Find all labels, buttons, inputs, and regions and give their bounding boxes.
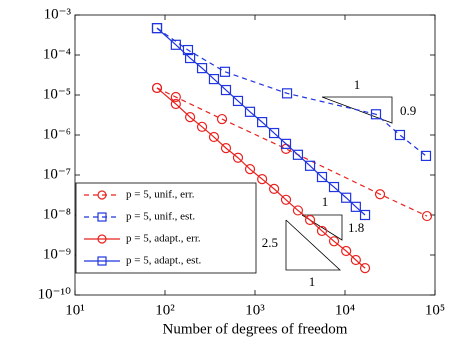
marker bbox=[244, 106, 256, 117]
annotation: 1.8 bbox=[348, 220, 364, 235]
marker bbox=[232, 152, 244, 163]
legend: p = 5, unif., err. p = 5, unif., est. p = … bbox=[75, 182, 257, 274]
marker bbox=[220, 84, 232, 96]
y-tick-label: 10⁻⁹ bbox=[43, 246, 71, 262]
marker bbox=[170, 98, 181, 110]
marker bbox=[219, 66, 231, 77]
y-tick-label: 10⁻⁵ bbox=[43, 86, 71, 102]
marker bbox=[220, 143, 232, 154]
marker bbox=[184, 52, 196, 64]
marker bbox=[182, 44, 194, 56]
marker bbox=[328, 181, 340, 193]
marker bbox=[151, 82, 163, 94]
x-tick-label: 10⁵ bbox=[425, 302, 445, 318]
x-tick-label: 10⁴ bbox=[335, 302, 355, 318]
y-tick-label: 10⁻⁷ bbox=[43, 166, 71, 182]
x-tick-label: 10³ bbox=[245, 302, 265, 318]
marker bbox=[374, 189, 386, 200]
marker bbox=[394, 129, 406, 141]
legend-label: p = 5, unif., err. bbox=[126, 189, 195, 201]
slope-triangle bbox=[285, 219, 342, 271]
marker bbox=[208, 131, 220, 143]
marker bbox=[170, 91, 181, 103]
marker bbox=[281, 88, 293, 99]
annotation: 0.9 bbox=[400, 103, 416, 118]
marker bbox=[350, 254, 361, 266]
annotation: 1 bbox=[354, 77, 361, 92]
marker bbox=[208, 73, 220, 85]
series-line bbox=[156, 27, 366, 216]
marker bbox=[292, 149, 304, 160]
marker bbox=[316, 171, 328, 183]
marker bbox=[184, 112, 196, 123]
marker bbox=[328, 236, 340, 247]
marker bbox=[341, 192, 352, 203]
marker bbox=[359, 209, 371, 221]
marker bbox=[304, 214, 316, 226]
marker bbox=[257, 173, 268, 185]
y-tick-label: 10⁻⁶ bbox=[43, 126, 71, 142]
marker bbox=[370, 109, 382, 120]
marker bbox=[97, 256, 107, 266]
marker bbox=[244, 164, 256, 175]
annotation: 2.5 bbox=[262, 235, 278, 250]
series-line bbox=[156, 87, 366, 269]
marker bbox=[97, 212, 107, 222]
marker bbox=[280, 138, 292, 149]
marker bbox=[280, 194, 292, 205]
y-tick-label: 10⁻¹⁰ bbox=[38, 286, 71, 302]
marker bbox=[359, 263, 371, 274]
series-line bbox=[156, 27, 427, 157]
marker bbox=[97, 234, 107, 244]
marker bbox=[268, 183, 280, 194]
marker bbox=[170, 39, 181, 50]
marker bbox=[341, 245, 352, 257]
marker bbox=[304, 160, 316, 171]
legend-label: p = 5, adapt., err. bbox=[126, 233, 201, 245]
legend-label: p = 5, adapt., est. bbox=[126, 255, 201, 267]
legend-label: p = 5, unif., est. bbox=[126, 211, 195, 223]
y-tick-label: 10⁻⁴ bbox=[43, 46, 71, 62]
x-tick-label: 10¹ bbox=[65, 302, 85, 318]
y-tick-label: 10⁻⁸ bbox=[43, 206, 71, 222]
marker bbox=[97, 190, 107, 200]
x-axis-label: Number of degrees of freedom bbox=[163, 321, 348, 337]
y-tick-label: 10⁻³ bbox=[44, 6, 72, 22]
marker bbox=[257, 117, 268, 128]
marker bbox=[216, 113, 228, 125]
series-line bbox=[156, 87, 428, 217]
marker bbox=[151, 23, 163, 34]
marker bbox=[232, 95, 244, 107]
marker bbox=[196, 63, 208, 74]
marker bbox=[316, 225, 328, 237]
annotation: 1 bbox=[309, 274, 316, 289]
marker bbox=[350, 201, 361, 212]
marker bbox=[268, 127, 280, 139]
slope-triangle bbox=[301, 214, 343, 241]
annotation: 1 bbox=[322, 194, 329, 209]
marker bbox=[292, 205, 304, 216]
x-tick-label: 10² bbox=[155, 302, 175, 318]
marker bbox=[196, 121, 208, 132]
marker bbox=[421, 210, 433, 222]
marker bbox=[420, 150, 432, 162]
